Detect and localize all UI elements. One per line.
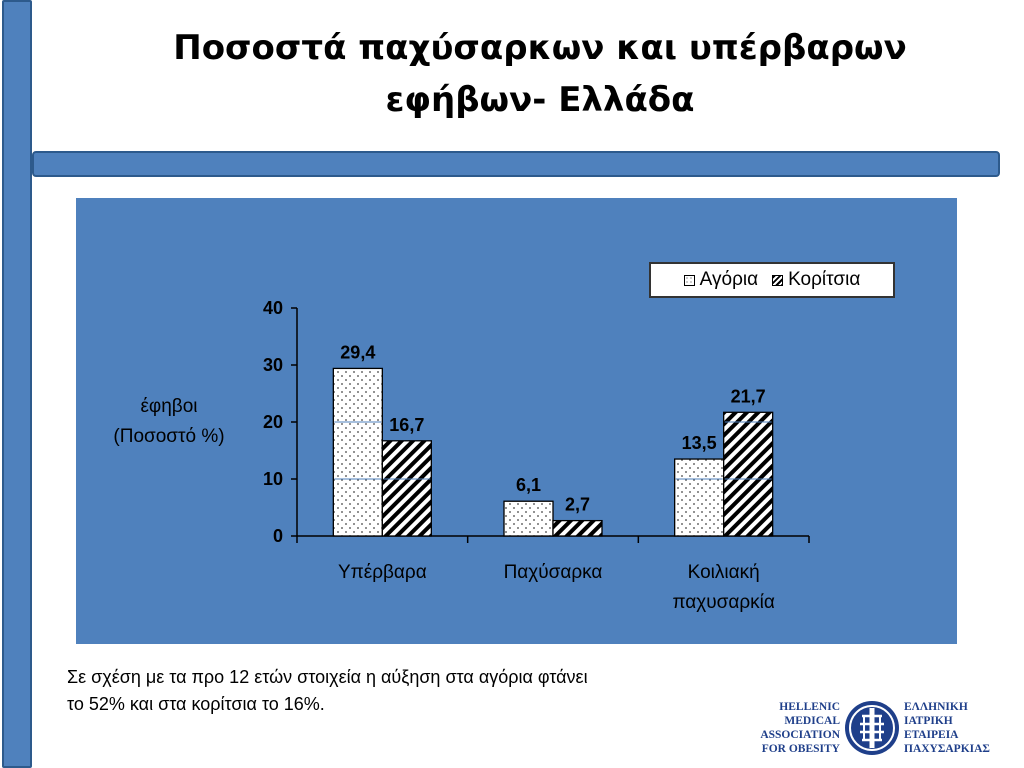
logo-text-greek: ΕΛΛΗΝΙΚΗ ΙΑΤΡΙΚΗ ΕΤΑΙΡΕΙΑ ΠΑΧΥΣΑΡΚΙΑΣ <box>904 700 1014 756</box>
legend-item-girls: Κορίτσια <box>772 269 860 291</box>
logo-gr-line: ΠΑΧΥΣΑΡΚΙΑΣ <box>904 743 990 755</box>
data-label: 13,5 <box>682 433 717 453</box>
logo-en-line: HELLENIC <box>779 701 840 713</box>
logo-text-english: HELLENIC MEDICAL ASSOCIATION FOR OBESITY <box>748 700 840 756</box>
legend-label-girls: Κορίτσια <box>788 269 861 290</box>
slide-title: Ποσοστά παχύσαρκων και υπέρβαρων εφήβων-… <box>90 22 990 126</box>
slide-caption: Σε σχέση με τα προ 12 ετών στοιχεία η αύ… <box>67 664 757 718</box>
medical-emblem-icon <box>845 701 899 755</box>
data-label: 21,7 <box>731 386 766 406</box>
y-tick-label: 20 <box>263 412 283 432</box>
data-label: 29,4 <box>340 342 375 362</box>
x-tick-label: Κοιλιακή <box>688 562 760 583</box>
slide-title-line-2: εφήβων- Ελλάδα <box>385 80 695 120</box>
bar-chart: 0 10 20 30 40 έφηβοι (Ποσοστό %) 29,4 16,7 Υπέρβα… <box>113 298 810 613</box>
y-tick-label: 0 <box>273 526 283 546</box>
slide-title-line-1: Ποσοστά παχύσαρκων και υπέρβαρων <box>173 28 907 68</box>
x-tick-label: παχυσαρκία <box>672 592 774 613</box>
data-label: 6,1 <box>516 475 541 495</box>
bar <box>723 411 774 537</box>
legend-item-boys: Αγόρια <box>683 269 759 291</box>
bar <box>552 519 603 537</box>
bar <box>503 500 554 537</box>
data-label: 2,7 <box>565 495 590 515</box>
caption-line-2: το 52% και στα κορίτσια το 16%. <box>67 694 325 714</box>
logo-en-line: MEDICAL <box>784 715 840 727</box>
x-tick-label: Παχύσαρκα <box>504 562 603 583</box>
association-logo: HELLENIC MEDICAL ASSOCIATION FOR OBESITY… <box>748 698 1008 762</box>
logo-gr-line: ΕΤΑΙΡΕΙΑ <box>904 729 959 741</box>
bar <box>381 440 432 537</box>
legend-label-boys: Αγόρια <box>699 269 759 290</box>
data-label: 16,7 <box>389 415 424 435</box>
title-underline-bar <box>32 151 1000 177</box>
y-tick-label: 40 <box>263 298 283 318</box>
bar <box>674 458 725 537</box>
logo-en-line: FOR OBESITY <box>761 743 840 755</box>
caption-line-1: Σε σχέση με τα προ 12 ετών στοιχεία η αύ… <box>67 667 588 687</box>
logo-en-line: ASSOCIATION <box>760 729 840 741</box>
y-axis-label: έφηβοι <box>140 396 197 417</box>
y-tick-label: 30 <box>263 355 283 375</box>
logo-gr-line: ΕΛΛΗΝΙΚΗ <box>904 701 968 713</box>
y-axis-label: (Ποσοστό %) <box>113 426 224 447</box>
hatch-swatch-icon <box>772 274 784 286</box>
x-tick-label: Υπέρβαρα <box>338 562 427 583</box>
logo-gr-line: ΙΑΤΡΙΚΗ <box>904 715 953 727</box>
chart-legend: Αγόρια Κορίτσια <box>649 262 895 298</box>
dots-swatch-icon <box>683 274 695 286</box>
left-accent-bar <box>2 0 32 768</box>
y-tick-label: 10 <box>263 469 283 489</box>
bar <box>332 367 383 537</box>
